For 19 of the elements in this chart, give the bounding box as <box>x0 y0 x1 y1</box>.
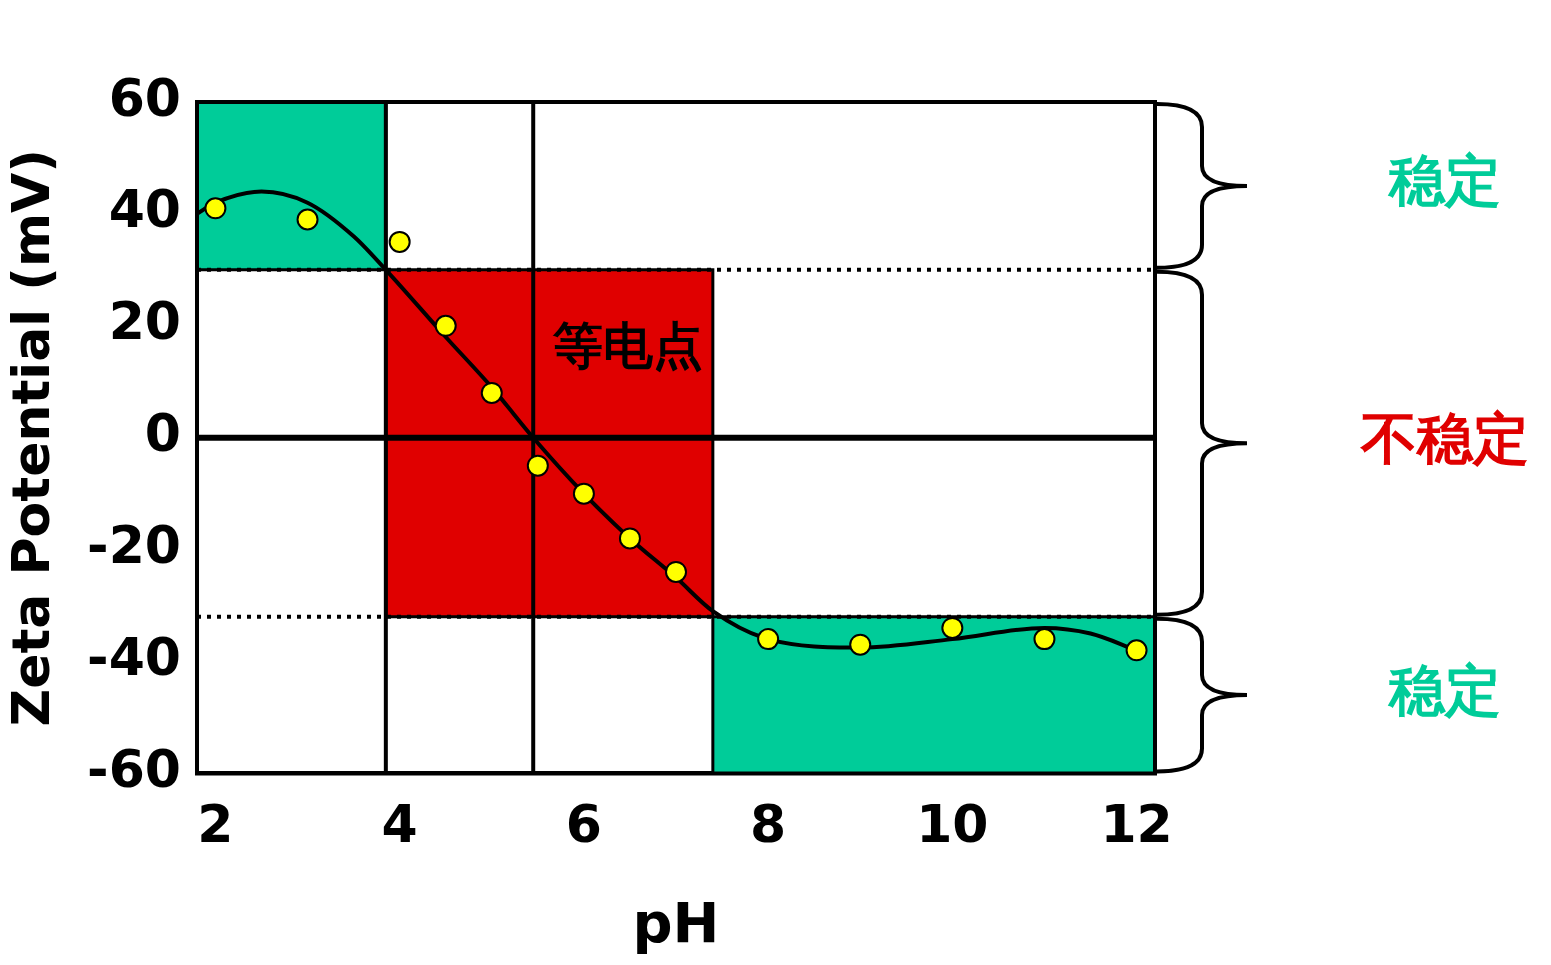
x-tick-label: 4 <box>381 794 418 855</box>
x-tick-label: 8 <box>750 794 787 855</box>
y-tick-label: 20 <box>108 291 181 352</box>
y-tick-label: 40 <box>108 179 181 240</box>
x-tick-label: 12 <box>1100 794 1173 855</box>
x-axis-title: pH <box>632 889 720 955</box>
y-tick-label: -20 <box>87 515 181 576</box>
y-tick-label: -60 <box>87 738 181 799</box>
x-tick-label: 10 <box>916 794 989 855</box>
annotation: 等电点 <box>551 316 703 375</box>
y-tick-label: 0 <box>144 403 181 464</box>
y-axis-title: Zeta Potential (mV) <box>0 148 61 727</box>
text: 不稳定 <box>1359 405 1529 471</box>
text: 稳定 <box>1387 148 1501 214</box>
y-tick-label: 60 <box>108 67 181 128</box>
x-tick-label: 2 <box>197 794 234 855</box>
x-tick-label: 6 <box>565 794 602 855</box>
text: 稳定 <box>1387 657 1501 723</box>
y-tick-label: -40 <box>87 627 181 688</box>
